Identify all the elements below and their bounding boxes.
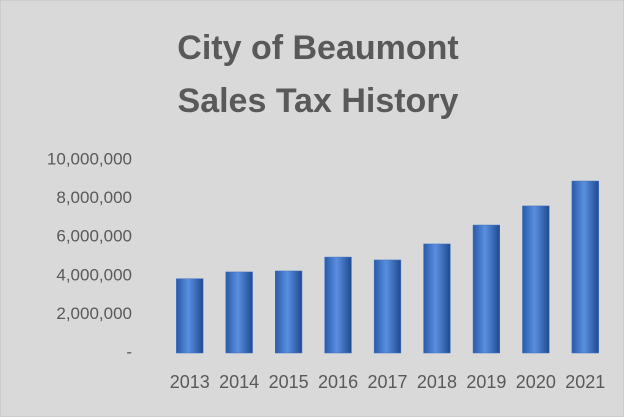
y-tick-label: 6,000,000 bbox=[56, 227, 132, 246]
bar bbox=[472, 224, 500, 354]
bar bbox=[423, 243, 451, 354]
x-tick-label: 2018 bbox=[417, 372, 457, 392]
y-tick-label: 2,000,000 bbox=[56, 304, 132, 323]
chart-title: Sales Tax History bbox=[178, 82, 459, 120]
bar bbox=[324, 256, 352, 354]
x-tick-label: 2020 bbox=[516, 372, 556, 392]
bar bbox=[275, 270, 303, 354]
y-tick-label: 4,000,000 bbox=[56, 265, 132, 284]
chart-title: City of Beaumont bbox=[177, 29, 458, 67]
bar bbox=[373, 259, 402, 354]
x-tick-label: 2013 bbox=[170, 372, 210, 392]
y-tick-label: 10,000,000 bbox=[47, 149, 132, 168]
y-tick-label: - bbox=[126, 342, 132, 361]
x-tick-label: 2017 bbox=[367, 372, 407, 392]
bar bbox=[522, 205, 550, 354]
x-tick-label: 2021 bbox=[565, 372, 605, 392]
bar bbox=[571, 180, 599, 354]
bar bbox=[225, 271, 253, 354]
x-tick-label: 2015 bbox=[269, 372, 309, 392]
x-tick-label: 2019 bbox=[466, 372, 506, 392]
x-tick-label: 2016 bbox=[318, 372, 358, 392]
y-tick-label: 8,000,000 bbox=[56, 188, 132, 207]
x-tick-label: 2014 bbox=[219, 372, 259, 392]
bar bbox=[176, 278, 204, 354]
